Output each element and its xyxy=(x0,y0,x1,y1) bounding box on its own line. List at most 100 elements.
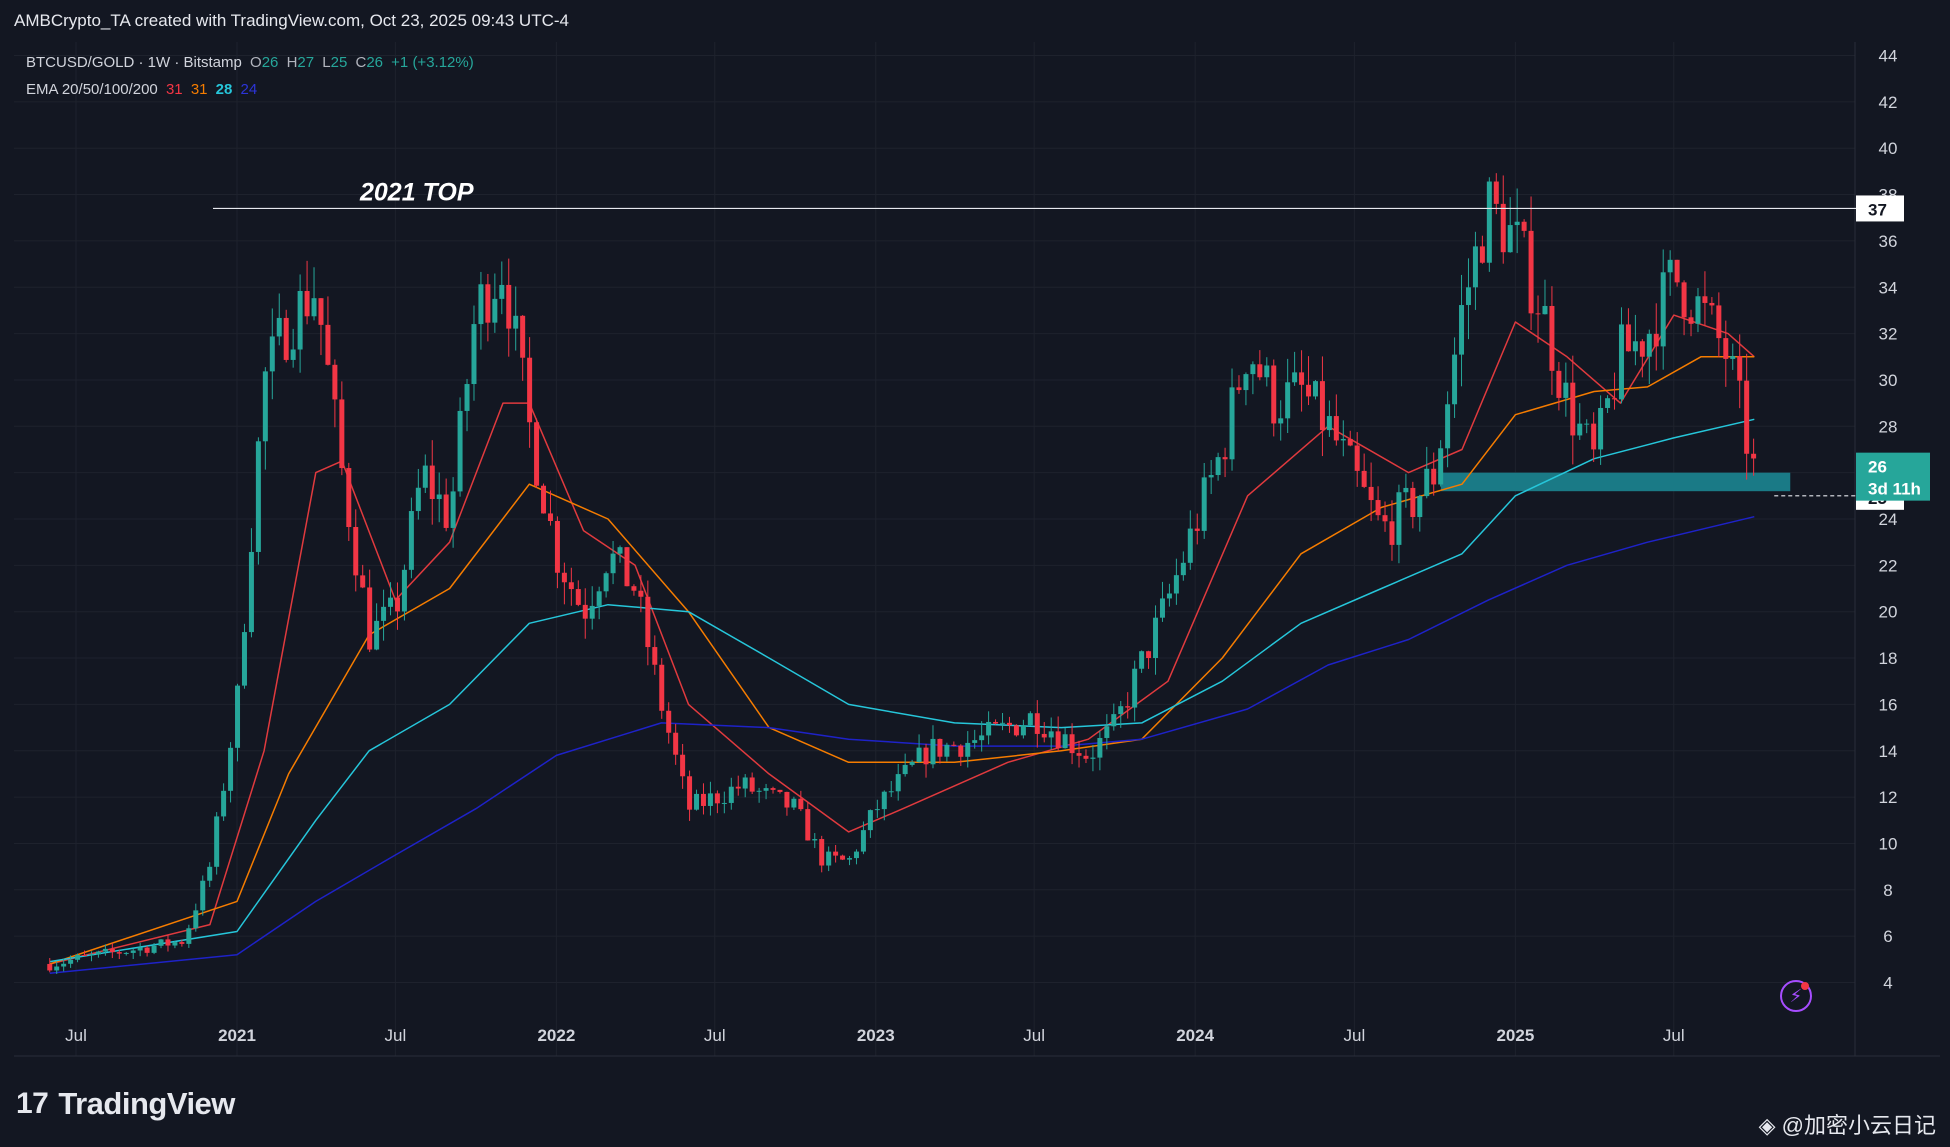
candle-body xyxy=(582,604,588,619)
candle-body xyxy=(47,963,53,971)
close-label: C xyxy=(355,54,367,71)
candle-body xyxy=(318,298,324,325)
candle-body xyxy=(812,839,818,841)
candle-body xyxy=(1333,416,1339,441)
ema-legend[interactable]: EMA 20/50/100/200 31 31 28 24 xyxy=(26,81,261,98)
candle-body xyxy=(1403,487,1409,493)
price-axis[interactable]: 468101214161820222426283032343638404244 xyxy=(1879,47,1898,993)
candle-body xyxy=(1027,713,1033,726)
tradingview-logo[interactable]: 17 TradingView xyxy=(16,1086,235,1122)
candle-body xyxy=(833,851,839,856)
candle-body xyxy=(1194,528,1200,531)
ema-label[interactable]: EMA 20/50/100/200 xyxy=(26,81,158,98)
ema-lines xyxy=(49,314,1755,974)
candle-body xyxy=(805,809,811,841)
candle-body xyxy=(972,740,978,743)
candle-body xyxy=(1041,733,1047,738)
candle-body xyxy=(853,851,859,859)
candle-body xyxy=(1326,416,1332,431)
candle-body xyxy=(791,798,797,808)
candle-body xyxy=(1591,423,1597,450)
candle-body xyxy=(1257,364,1263,378)
ema-line-ema100 xyxy=(49,418,1755,963)
candle-body xyxy=(137,947,143,951)
candle-body xyxy=(1639,341,1645,357)
top-level-badge-bg xyxy=(1856,195,1904,222)
horizontal-lines[interactable]: 2021 TOP xyxy=(213,178,1856,497)
candle-body xyxy=(1382,515,1388,522)
chart-pane-bg xyxy=(14,42,1854,1056)
notification-dot xyxy=(1801,982,1809,990)
candle-body xyxy=(1556,370,1562,398)
symbol-label[interactable]: BTCUSD/GOLD · 1W · Bitstamp xyxy=(26,54,242,71)
candle-body xyxy=(429,465,435,500)
candle-body xyxy=(1215,457,1221,476)
candle-body xyxy=(909,761,915,765)
candle-body xyxy=(422,465,428,488)
candle-body xyxy=(1104,726,1110,738)
candle-body xyxy=(979,735,985,741)
price-tick-label: 40 xyxy=(1879,139,1898,158)
candle-body xyxy=(603,573,609,592)
time-tick-label: Jul xyxy=(65,1026,87,1045)
candle-body xyxy=(707,793,713,806)
candle-body xyxy=(1472,246,1478,288)
candle-body xyxy=(1695,296,1701,324)
candle-body xyxy=(200,880,206,911)
candle-body xyxy=(1445,404,1451,449)
candle-body xyxy=(1528,230,1534,314)
candle-body xyxy=(534,422,540,486)
candle-body xyxy=(304,290,310,317)
candle-body xyxy=(673,732,679,755)
time-axis[interactable]: Jul 2021 Jul 2022 Jul 2023 Jul 2024 Jul 2025 Jul xyxy=(65,1026,1684,1045)
price-tick-label: 24 xyxy=(1879,510,1898,529)
watermark: ◈ @加密小云日记 xyxy=(1758,1113,1936,1138)
candle-body xyxy=(1347,438,1353,446)
candle-body xyxy=(1236,387,1242,391)
candle-body xyxy=(1598,407,1604,450)
price-badges: 3725263d 11h xyxy=(1856,195,1930,510)
candle-body xyxy=(847,858,853,860)
candle-body xyxy=(235,685,241,748)
current-price-badge: 26 3d 11h xyxy=(1856,452,1930,501)
candle-body xyxy=(1278,418,1284,424)
candle-body xyxy=(547,513,553,521)
candle-body xyxy=(1006,722,1012,726)
candle-body xyxy=(499,284,505,299)
candle-body xyxy=(1549,305,1555,371)
candle-body xyxy=(1250,364,1256,375)
lightning-icon[interactable]: ⚡ xyxy=(1780,980,1812,1012)
candle-body xyxy=(874,809,880,811)
candle-body xyxy=(88,954,94,956)
candle-body xyxy=(109,948,115,953)
candle-body xyxy=(596,591,602,606)
low-label: L xyxy=(322,54,331,71)
candle-body xyxy=(179,942,185,944)
candle-body xyxy=(1744,380,1750,454)
candle-body xyxy=(158,939,164,946)
candle-body xyxy=(1493,181,1499,204)
candle-body xyxy=(506,284,512,329)
candle-body xyxy=(1459,305,1465,355)
candle-body xyxy=(436,494,442,500)
time-tick-label: 2025 xyxy=(1496,1026,1534,1045)
candle-body xyxy=(1751,453,1757,459)
candle-body xyxy=(1146,651,1152,659)
candle-body xyxy=(186,928,192,944)
candle-body xyxy=(1660,272,1666,347)
symbol-legend[interactable]: BTCUSD/GOLD · 1W · Bitstamp O26 H27 L25 … xyxy=(26,54,478,71)
candle-body xyxy=(1632,341,1638,352)
candle-body xyxy=(1062,734,1068,749)
candle-body xyxy=(492,298,498,323)
candle-body xyxy=(207,866,213,881)
candle-body xyxy=(471,324,477,385)
candle-body xyxy=(1208,475,1214,478)
candle-body xyxy=(1618,324,1624,400)
candle-body xyxy=(1319,381,1325,431)
ema-line-ema200 xyxy=(49,515,1755,974)
candle-body xyxy=(1340,438,1346,441)
candle-body xyxy=(262,371,268,442)
price-tick-label: 4 xyxy=(1883,974,1892,993)
high-label: H xyxy=(286,54,298,71)
